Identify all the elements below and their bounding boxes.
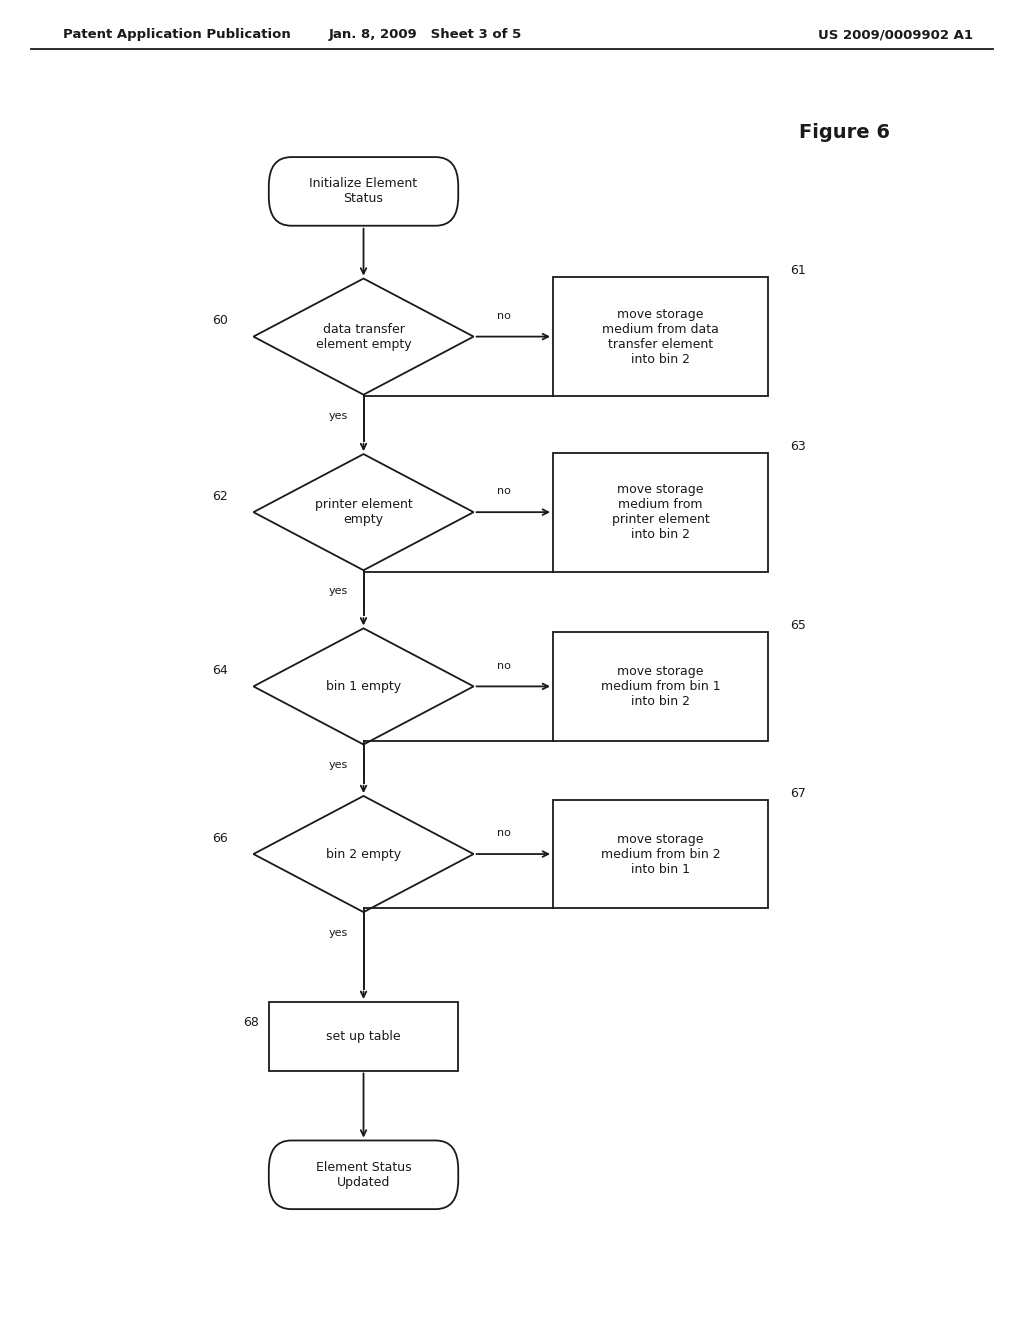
Text: no: no [498,660,511,671]
Text: move storage
medium from bin 2
into bin 1: move storage medium from bin 2 into bin … [601,833,720,875]
Text: 64: 64 [212,664,227,677]
Text: bin 1 empty: bin 1 empty [326,680,401,693]
Bar [553,277,768,396]
Polygon shape [254,796,473,912]
Text: 61: 61 [791,264,806,277]
Bar [553,453,768,572]
Text: no: no [498,310,511,321]
Text: printer element
empty: printer element empty [314,498,413,527]
FancyBboxPatch shape [268,157,458,226]
Text: Patent Application Publication: Patent Application Publication [63,29,291,41]
Polygon shape [254,454,473,570]
Polygon shape [254,628,473,744]
Bar [553,800,768,908]
Text: Figure 6: Figure 6 [800,123,890,141]
Text: yes: yes [329,411,347,421]
Text: bin 2 empty: bin 2 empty [326,847,401,861]
Text: move storage
medium from
printer element
into bin 2: move storage medium from printer element… [611,483,710,541]
Text: US 2009/0009902 A1: US 2009/0009902 A1 [818,29,974,41]
Text: set up table: set up table [327,1030,400,1043]
Text: Element Status
Updated: Element Status Updated [315,1160,412,1189]
Text: yes: yes [329,928,347,939]
Text: 60: 60 [212,314,227,327]
Polygon shape [254,279,473,395]
Text: 66: 66 [212,832,227,845]
FancyBboxPatch shape [268,1140,458,1209]
Text: 67: 67 [791,787,807,800]
Text: no: no [498,828,511,838]
Text: move storage
medium from data
transfer element
into bin 2: move storage medium from data transfer e… [602,308,719,366]
Text: Initialize Element
Status: Initialize Element Status [309,177,418,206]
Text: data transfer
element empty: data transfer element empty [315,322,412,351]
Text: move storage
medium from bin 1
into bin 2: move storage medium from bin 1 into bin … [601,665,720,708]
Bar [553,632,768,741]
Text: 68: 68 [243,1016,259,1030]
Text: Jan. 8, 2009   Sheet 3 of 5: Jan. 8, 2009 Sheet 3 of 5 [329,29,521,41]
Text: yes: yes [329,760,347,771]
Text: 63: 63 [791,440,806,453]
Bar [268,1002,458,1071]
Text: yes: yes [329,586,347,597]
Text: no: no [498,486,511,496]
Text: 62: 62 [212,490,227,503]
Text: 65: 65 [791,619,807,632]
